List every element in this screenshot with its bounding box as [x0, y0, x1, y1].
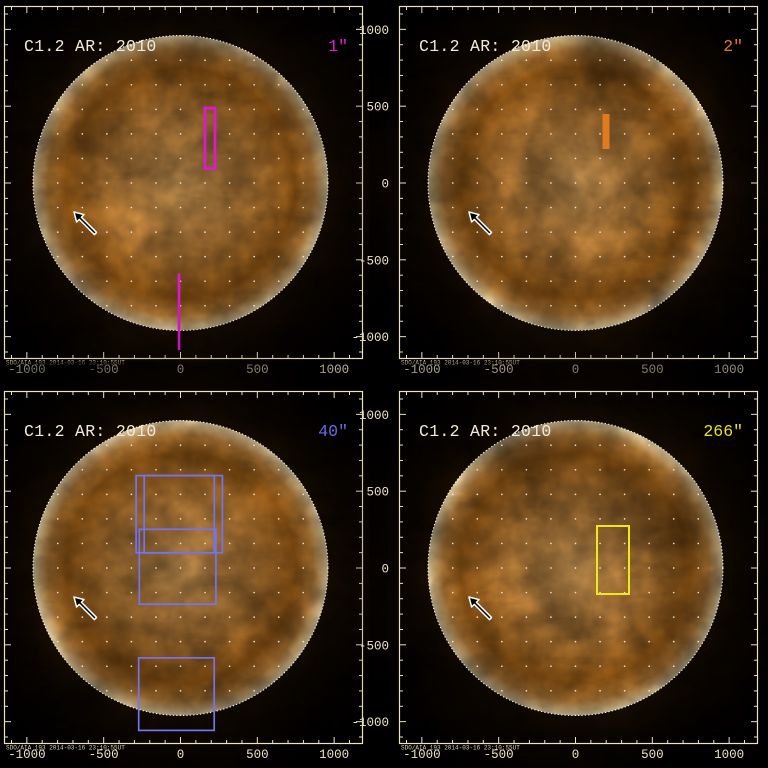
svg-text:C1.2 AR: 2010: C1.2 AR: 2010 [419, 37, 552, 56]
svg-text:-1000: -1000 [351, 331, 389, 345]
svg-text:1000: 1000 [359, 409, 389, 423]
svg-text:C1.2 AR: 2010: C1.2 AR: 2010 [24, 422, 157, 441]
svg-text:500: 500 [246, 748, 269, 762]
svg-text:0: 0 [177, 748, 185, 762]
svg-text:500: 500 [641, 748, 664, 762]
svg-text:SDO/AIA 193 2014-03-16 23:10:5: SDO/AIA 193 2014-03-16 23:10:55UT [401, 745, 520, 752]
svg-text:-1000: -1000 [351, 716, 389, 730]
svg-text:C1.2 AR: 2010: C1.2 AR: 2010 [419, 422, 552, 441]
svg-text:C1.2 AR: 2010: C1.2 AR: 2010 [24, 37, 157, 56]
svg-text:-500: -500 [359, 254, 389, 268]
svg-text:1000: 1000 [319, 748, 349, 762]
svg-text:500: 500 [366, 486, 389, 500]
svg-text:0: 0 [381, 178, 389, 192]
svg-text:-500: -500 [359, 639, 389, 653]
svg-text:1000: 1000 [714, 748, 744, 762]
svg-text:0: 0 [381, 563, 389, 577]
svg-text:1000: 1000 [359, 24, 389, 38]
svg-text:0: 0 [572, 748, 580, 762]
svg-text:SDO/AIA 193 2014-03-16 23:10:5: SDO/AIA 193 2014-03-16 23:10:55UT [6, 745, 125, 752]
svg-text:2": 2" [723, 37, 743, 56]
svg-text:500: 500 [366, 101, 389, 115]
svg-text:266": 266" [703, 422, 743, 441]
